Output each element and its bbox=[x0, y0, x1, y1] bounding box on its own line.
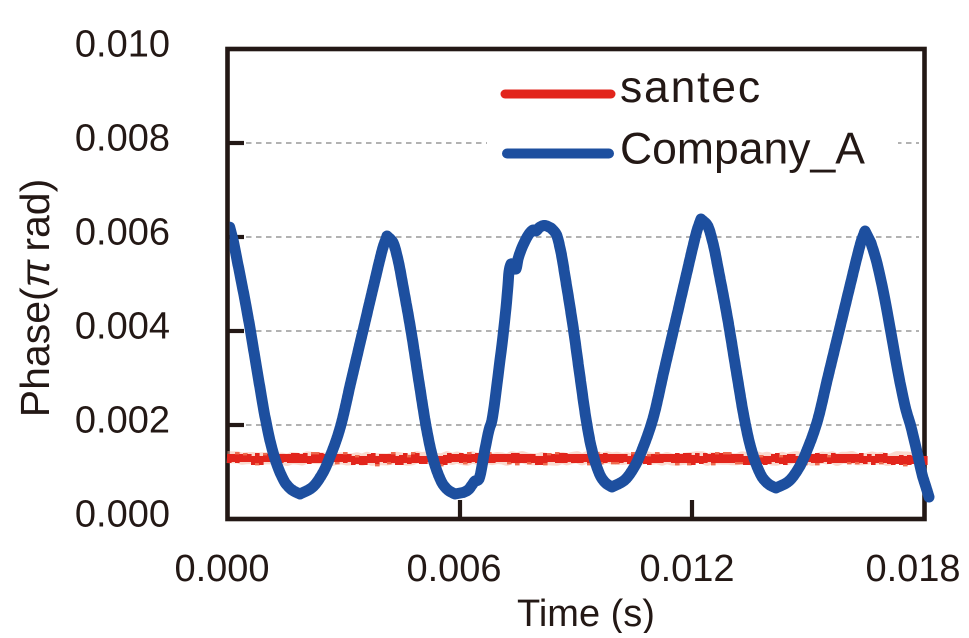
svg-text:0.000: 0.000 bbox=[174, 548, 269, 590]
svg-text:0.018: 0.018 bbox=[865, 548, 960, 590]
svg-text:0.008: 0.008 bbox=[75, 118, 170, 160]
svg-text:Company_A: Company_A bbox=[620, 125, 865, 174]
svg-text:0.000: 0.000 bbox=[75, 494, 170, 536]
svg-text:0.006: 0.006 bbox=[75, 212, 170, 254]
svg-text:Time (s): Time (s) bbox=[517, 593, 655, 633]
svg-text:santec: santec bbox=[620, 63, 762, 112]
svg-text:0.010: 0.010 bbox=[75, 24, 170, 66]
svg-text:0.002: 0.002 bbox=[75, 400, 170, 442]
svg-text:0.006: 0.006 bbox=[406, 548, 501, 590]
svg-text:Phase(π rad): Phase(π rad) bbox=[12, 179, 58, 418]
svg-text:0.012: 0.012 bbox=[639, 548, 734, 590]
svg-text:0.004: 0.004 bbox=[75, 306, 170, 348]
